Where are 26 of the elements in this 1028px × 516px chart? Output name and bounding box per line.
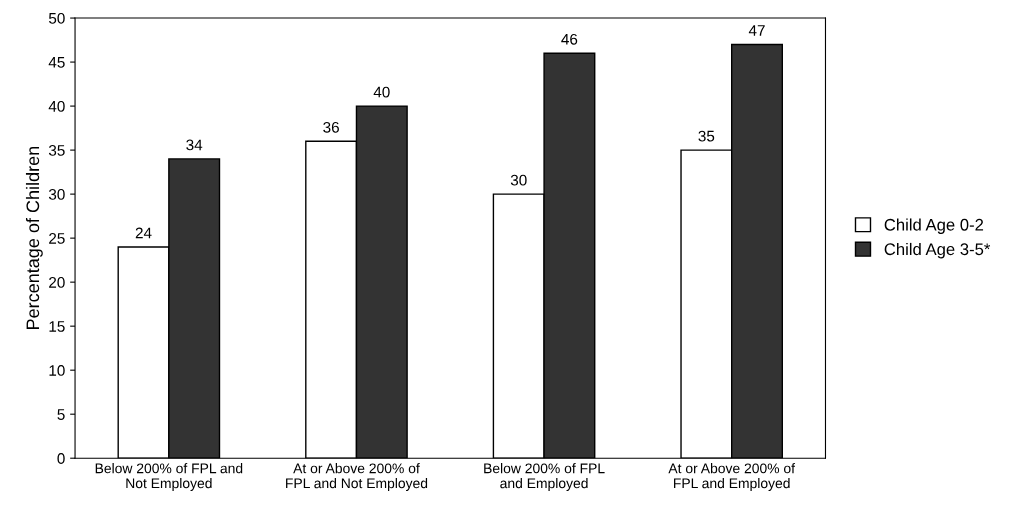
legend-label: Child Age 0-2 [884, 218, 984, 234]
x-tick-label: Below 200% of FPL and Not Employed [95, 463, 243, 491]
data-label: 30 [510, 174, 527, 186]
data-label: 35 [698, 130, 715, 142]
y-tick-label: 50 [48, 12, 65, 24]
y-tick-label: 20 [49, 277, 65, 288]
x-tick-label: At or Above 200% of FPL and Not Employed [286, 463, 428, 491]
y-tick-label: 5 [57, 409, 65, 420]
data-label: 24 [135, 227, 152, 239]
x-tick-label: At or Above 200% of FPL and Employed [668, 463, 796, 491]
data-label: 46 [561, 33, 578, 45]
data-label: 36 [323, 121, 339, 133]
y-tick-label: 40 [48, 100, 65, 112]
legend-label: Child Age 3-5* [884, 242, 991, 259]
data-label: 40 [373, 86, 390, 98]
x-tick-label: Below 200% of FPL and Employed [484, 463, 605, 491]
data-label: 47 [748, 25, 765, 36]
y-tick-label: 30 [48, 188, 65, 200]
y-tick-label: 45 [48, 57, 65, 68]
y-tick-label: 35 [48, 144, 65, 156]
y-tick-label: 15 [49, 321, 65, 332]
data-label: 34 [186, 139, 203, 151]
y-axis-title: Percentage of Children [25, 146, 43, 329]
y-tick-label: 10 [49, 365, 65, 376]
y-tick-label: 25 [49, 233, 65, 244]
y-tick-label: 0 [57, 453, 65, 464]
